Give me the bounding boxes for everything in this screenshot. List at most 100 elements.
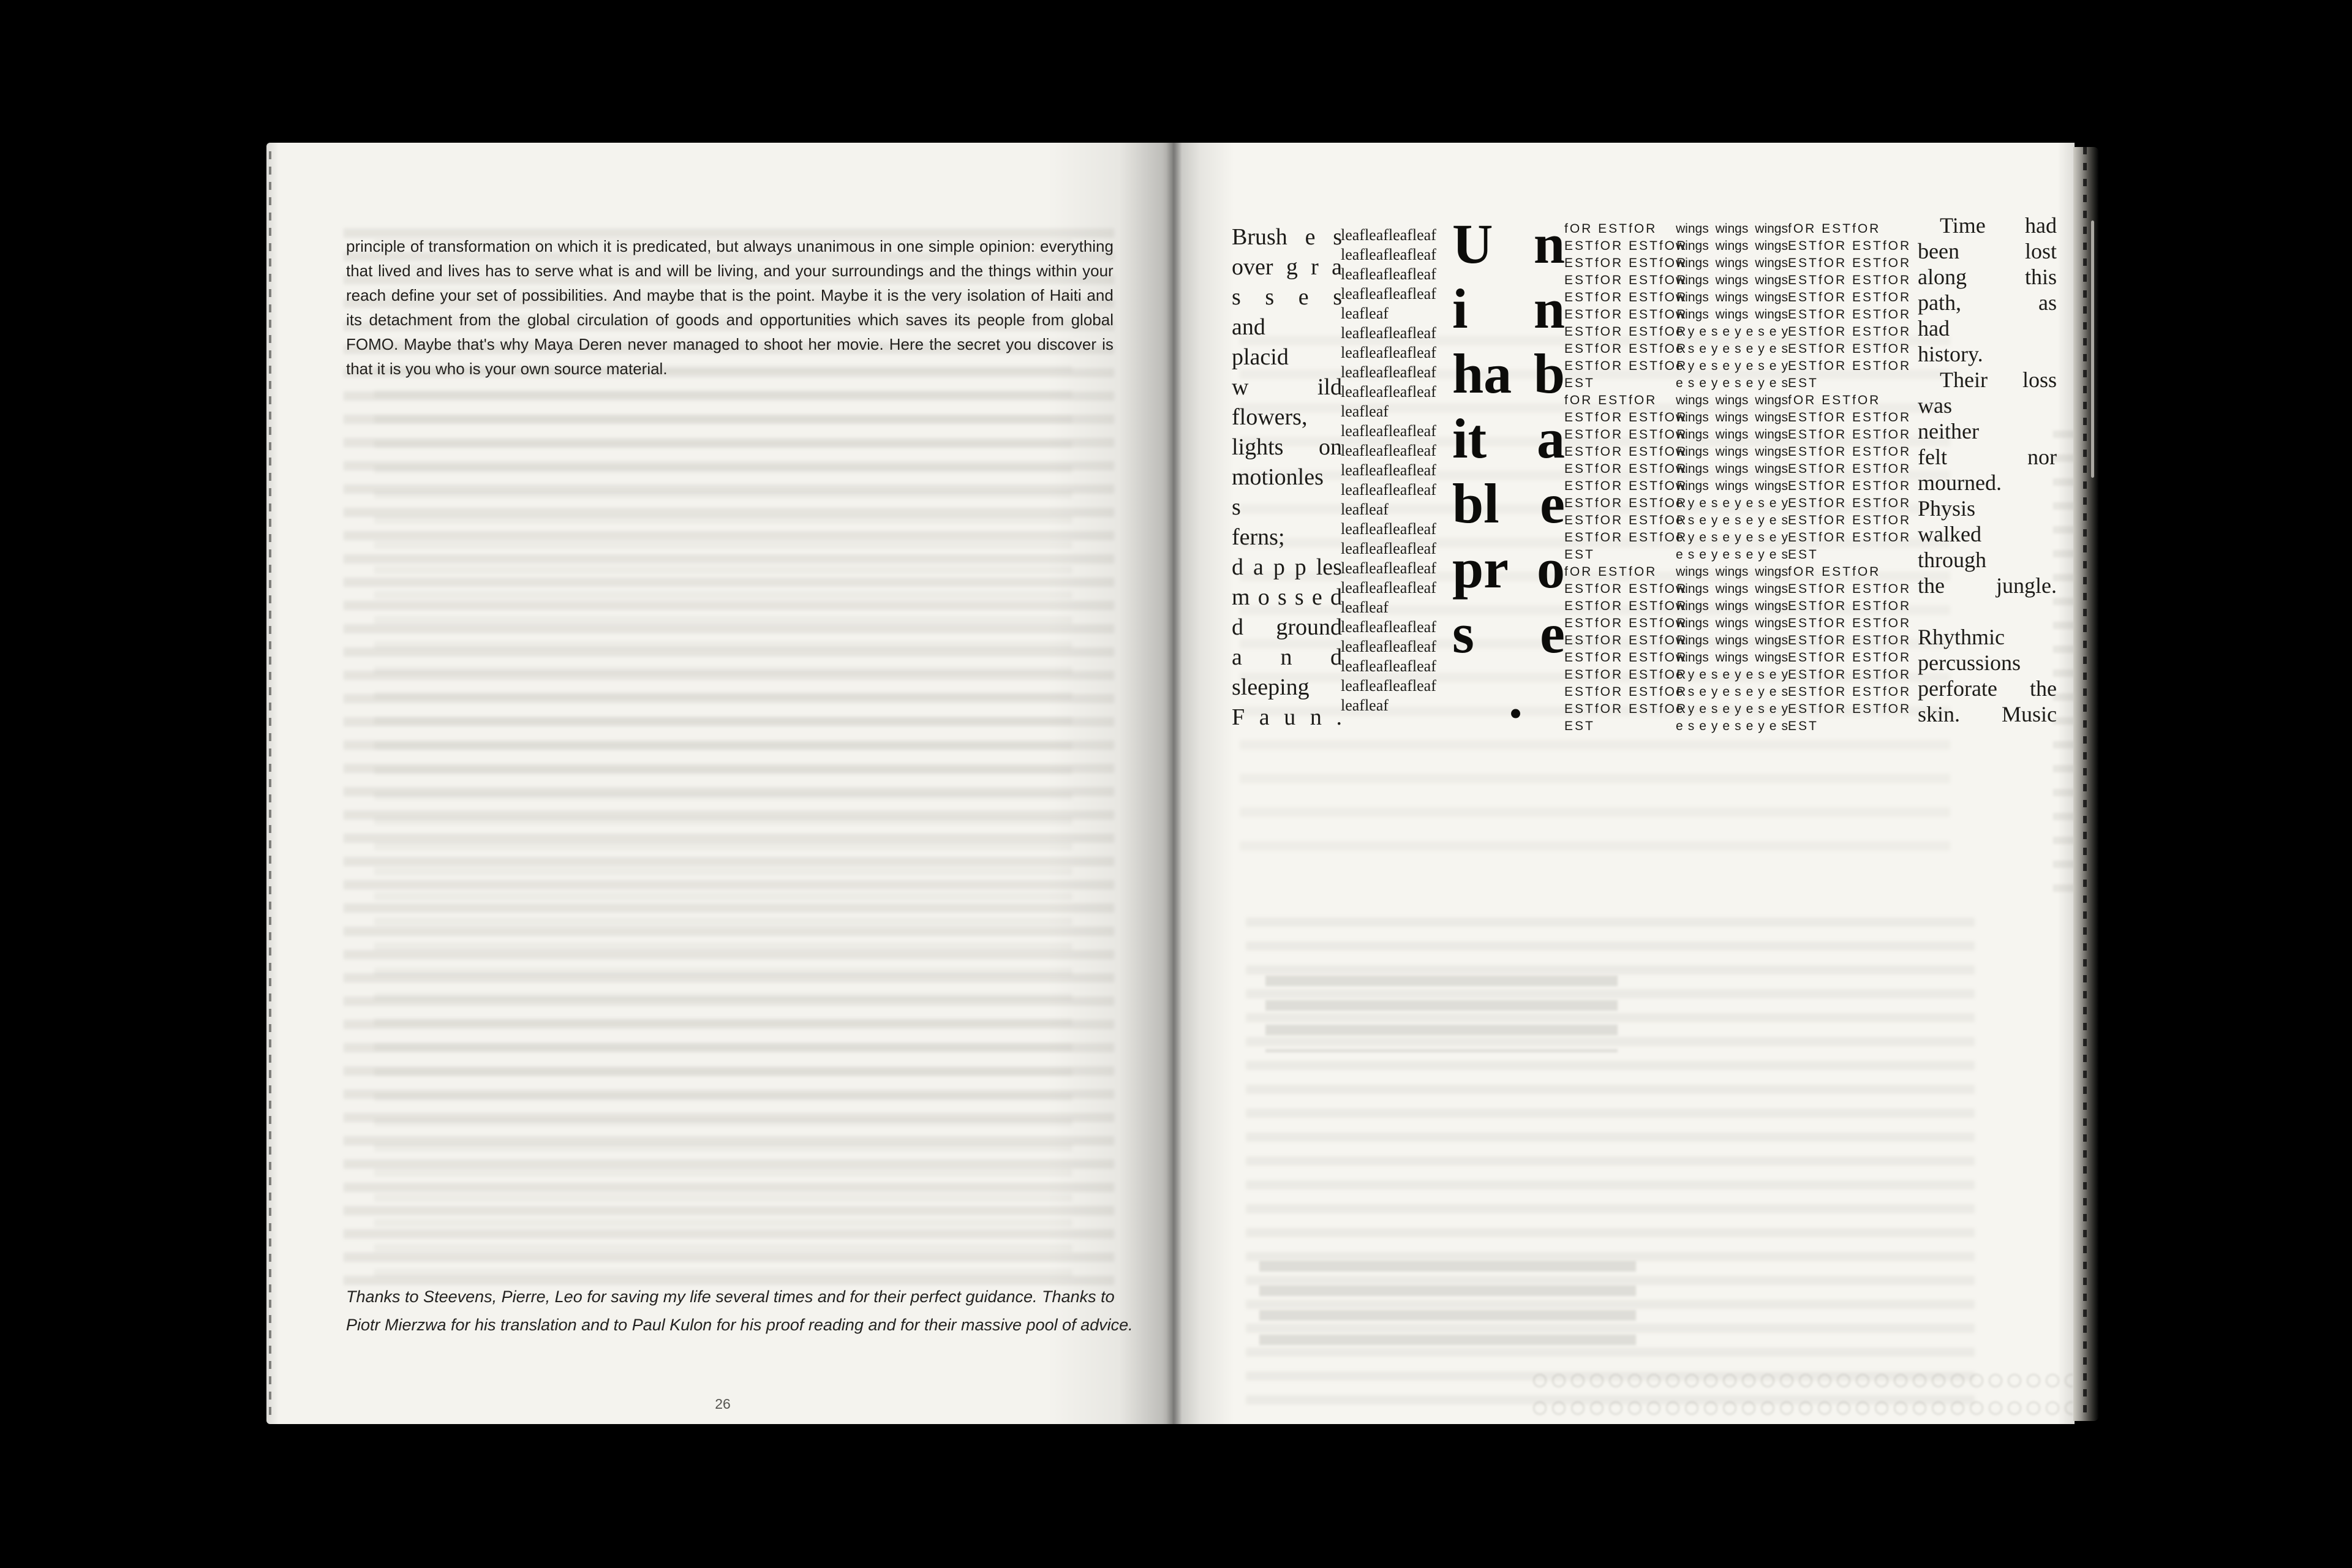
text-line: leafleafleafleaf xyxy=(1341,422,1436,440)
text-line: s xyxy=(1232,494,1241,520)
text-line: EST xyxy=(1564,548,1595,562)
text-line: perforate the xyxy=(1918,676,2057,701)
text-line: ESTfOR ESTfOR xyxy=(1564,685,1688,699)
text-line: had xyxy=(1918,316,1950,341)
text-line: that it is you who is your own source ma… xyxy=(346,360,668,378)
text-line: lights on xyxy=(1232,434,1342,460)
text-line: its detachment from the global circulation of g… xyxy=(346,311,1114,329)
text-line: ESTfOR ESTfOR xyxy=(1788,702,1912,716)
text-line: ESTfOR ESTfOR xyxy=(1564,496,1688,510)
text-line: wings wings wings xyxy=(1676,650,1788,665)
text-line: leafleafleafleaf xyxy=(1341,618,1436,636)
text-line: ESTfOR ESTfOR xyxy=(1564,633,1688,647)
text-line: leafleaf xyxy=(1341,304,1389,322)
text-line: fOR ESTfOR xyxy=(1788,565,1881,579)
text-line: ESTfOR ESTfOR xyxy=(1788,290,1912,304)
text-line: leafleafleafleaf xyxy=(1341,481,1436,499)
text-line: wings wings wings xyxy=(1676,582,1788,596)
text-line: ESTfOR ESTfOR xyxy=(1564,256,1688,270)
text-line: along this xyxy=(1918,265,2057,289)
text-line: leafleaf xyxy=(1341,402,1389,420)
text-line: ESTfOR ESTfOR xyxy=(1564,445,1688,459)
text-line: ESTfOR ESTfOR xyxy=(1564,650,1688,665)
text-line: wings wings wings xyxy=(1676,479,1788,493)
text-line: principle of transformation on which it is pred… xyxy=(346,237,1114,255)
text-line: d a p p les xyxy=(1232,554,1342,580)
text-line: Physis xyxy=(1918,496,1976,521)
ghost-circles-showthrough xyxy=(1531,1368,2073,1426)
text-line: leafleafleafleaf xyxy=(1341,579,1436,597)
text-line: wings wings wings xyxy=(1676,393,1788,407)
text-line: wings wings wings xyxy=(1676,239,1788,253)
text-line: wings wings wings xyxy=(1676,222,1788,236)
text-line: ESTfOR ESTfOR xyxy=(1564,342,1688,356)
text-line: wings wings wings xyxy=(1676,428,1788,442)
prose-column: Time had been lost along this path, as had histor… xyxy=(1918,213,2057,727)
text-line: ESTfOR ESTfOR xyxy=(1564,582,1688,596)
text-line: ESTfOR ESTfOR xyxy=(1788,479,1912,493)
text-line: leafleafleafleaf xyxy=(1341,324,1436,342)
text-line: leafleafleafleaf xyxy=(1341,226,1436,244)
text-line: FOMO. Maybe that's why Maya Deren never managed… xyxy=(346,335,1114,353)
text-line: history. xyxy=(1918,342,1983,366)
text-line: ESTfOR ESTfOR xyxy=(1788,428,1912,442)
text-line: wings wings wings xyxy=(1676,256,1788,270)
text-line: wings wings wings xyxy=(1676,410,1788,424)
text-line: wings wings wings xyxy=(1676,616,1788,630)
text-line: ESTfOR ESTfOR xyxy=(1788,633,1912,647)
text-line: ESTfOR ESTfOR xyxy=(1564,616,1688,630)
text-line: ESTfOR ESTfOR xyxy=(1788,650,1912,665)
book-spread: principle of transformation on which it is pred… xyxy=(266,143,2099,1426)
text-line: felt nor xyxy=(1918,445,2057,469)
fore-edge-dashes xyxy=(2083,147,2087,1421)
text-line: over g r a xyxy=(1232,254,1342,280)
text-line: Rhythmic xyxy=(1918,625,2005,649)
text-line: percussions xyxy=(1918,650,2021,675)
text-line: EST xyxy=(1788,548,1819,562)
wings-eyes-repetition-column: wings wings wings wings wings wings wings wings… xyxy=(1676,221,1788,735)
text-line: wings wings wings xyxy=(1676,633,1788,647)
text-line: ESTfOR ESTfOR xyxy=(1788,462,1912,476)
text-line: EST xyxy=(1788,719,1819,733)
text-line: ESTfOR ESTfOR xyxy=(1788,410,1912,424)
poem-column: Brush e s over g r a s s e s and placid w ild flowers, l… xyxy=(1232,222,1342,733)
text-line: fOR ESTfOR xyxy=(1564,565,1657,579)
text-line: ESTfOR ESTfOR xyxy=(1788,685,1912,699)
ghost-text-showthrough xyxy=(344,228,1114,1288)
text-line: Their loss xyxy=(1918,368,2057,392)
text-line: leafleafleafleaf xyxy=(1341,540,1436,557)
text-line: ESTfOR ESTfOR xyxy=(1788,325,1912,339)
text-line: Piotr Mierzwa for his translation and to… xyxy=(346,1316,1133,1334)
text-line: wings wings wings xyxy=(1676,307,1788,322)
text-line: ESTfOR ESTfOR xyxy=(1788,445,1912,459)
text-line: ESTfOR ESTfOR xyxy=(1564,359,1688,373)
text-line: wings wings wings xyxy=(1676,273,1788,287)
ghost-text-showthrough xyxy=(1259,1261,1636,1359)
text-line: leafleafleafleaf xyxy=(1341,638,1436,655)
text-line: leafleafleafleaf xyxy=(1341,246,1436,263)
text-line: skin. Music xyxy=(1918,702,2057,726)
text-line: leafleaf xyxy=(1341,696,1389,714)
text-line: fOR ESTfOR xyxy=(1788,393,1881,407)
text-line: wings wings wings xyxy=(1676,445,1788,459)
text-line: neither xyxy=(1918,419,1979,443)
ghost-text-showthrough xyxy=(1246,918,1975,1408)
text-line: . xyxy=(1452,667,1523,729)
text-line: ESTfOR ESTfOR xyxy=(1564,410,1688,424)
text-line: EST xyxy=(1564,376,1595,390)
text-line: fOR ESTfOR xyxy=(1564,393,1657,407)
text-line: was xyxy=(1918,393,1952,418)
text-line: ESTfOR ESTfOR xyxy=(1788,307,1912,322)
text-line: ESTfOR ESTfOR xyxy=(1564,513,1688,527)
body-paragraph: principle of transformation on which it is pred… xyxy=(346,234,1114,381)
leaf-repetition-column: leafleafleafleaf leafleafleafleaf leafleaf… xyxy=(1341,225,1453,715)
